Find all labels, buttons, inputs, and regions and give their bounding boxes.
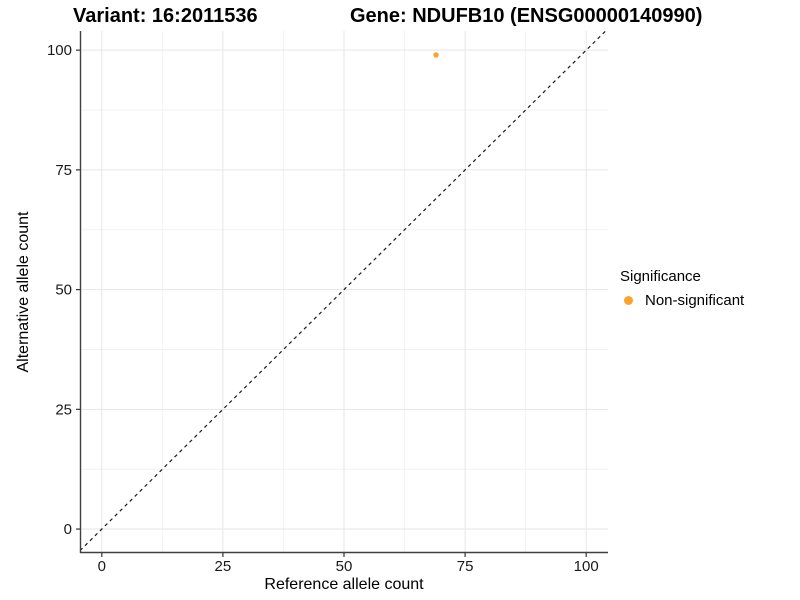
x-tick-label: 100 [574,558,599,575]
y-tick-label: 50 [55,282,72,299]
x-tick-label: 0 [98,558,106,575]
legend-point-icon [624,296,633,305]
legend: Significance Non-significant [620,268,744,309]
plot-title-variant: Variant: 16:2011536 [73,5,258,27]
y-tick-label: 0 [64,521,72,538]
x-tick-label: 50 [336,558,353,575]
data-point [433,52,439,58]
plot-panel: 0 25 50 75 100 0 25 50 75 100 [47,30,608,575]
legend-entry-label: Non-significant [645,292,745,309]
x-axis-title: Reference allele count [264,576,424,593]
x-tick-label: 25 [215,558,232,575]
plot-title-gene: Gene: NDUFB10 (ENSG00000140990) [350,5,703,27]
y-tick-label: 25 [55,401,72,418]
y-tick-label: 100 [47,42,72,59]
identity-line [79,30,606,552]
y-tick-label: 75 [55,162,72,179]
legend-entry: Non-significant [620,292,744,309]
x-tick-label: 75 [457,558,474,575]
legend-title: Significance [620,268,701,285]
y-axis-title: Alternative allele count [15,211,32,373]
